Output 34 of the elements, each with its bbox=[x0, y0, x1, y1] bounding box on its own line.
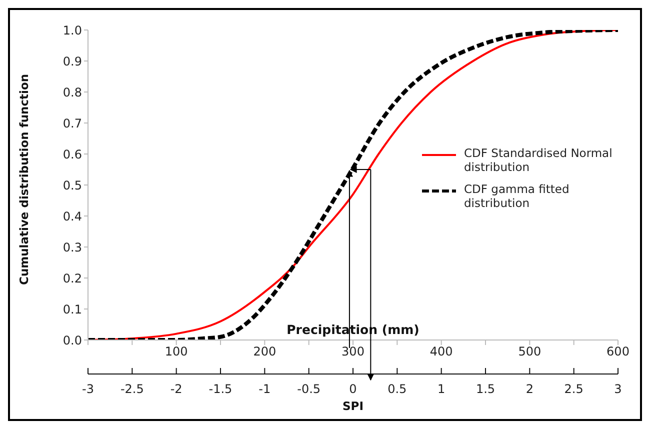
x-tick-label: 400 bbox=[430, 344, 453, 359]
y-tick-label: 0.5 bbox=[62, 178, 82, 192]
x2-tick-label: 1.5 bbox=[476, 382, 496, 396]
x2-tick-label: 2.5 bbox=[564, 382, 584, 396]
x2-tick-label: -3 bbox=[82, 382, 94, 396]
y-tick-label: 0.2 bbox=[62, 271, 82, 286]
x2-tick-label: 1 bbox=[438, 382, 446, 396]
x2-tick-label: 2 bbox=[526, 382, 534, 396]
x-tick-label: 300 bbox=[342, 344, 364, 359]
x-tick-label: 100 bbox=[164, 344, 188, 359]
y-tick-label: 0.9 bbox=[62, 54, 82, 68]
x2-tick-label: -1 bbox=[258, 382, 271, 396]
x-tick-label: 200 bbox=[253, 344, 276, 359]
y-tick-label: 0.3 bbox=[62, 240, 82, 254]
x2-axis-title: SPI bbox=[342, 399, 364, 413]
y-tick-label: 0.6 bbox=[62, 147, 82, 162]
x-tick-label: 500 bbox=[518, 344, 542, 359]
y-tick-label: 1.0 bbox=[62, 23, 82, 38]
y-axis-title: Cumulative distribution function bbox=[17, 74, 32, 285]
x2-tick-label: -2 bbox=[170, 382, 182, 396]
y-tick-label: 0.0 bbox=[62, 333, 82, 348]
x2-tick-label: 0.5 bbox=[388, 382, 407, 396]
legend-label: CDF gamma fitted distribution bbox=[464, 182, 570, 210]
x-tick-label: 600 bbox=[606, 344, 630, 359]
y-tick-label: 0.4 bbox=[62, 209, 82, 224]
y-tick-label: 0.1 bbox=[62, 302, 82, 316]
y-tick-label: 0.7 bbox=[62, 116, 82, 130]
x2-tick-label: 0 bbox=[349, 382, 357, 396]
y-tick-label: 0.8 bbox=[62, 85, 82, 100]
x2-tick-label: -0.5 bbox=[297, 382, 321, 396]
x2-tick-label: -1.5 bbox=[208, 382, 232, 396]
legend-label: CDF Standardised Normal distribution bbox=[464, 146, 614, 174]
x2-tick-label: 3 bbox=[614, 382, 622, 396]
x2-tick-label: -2.5 bbox=[120, 382, 144, 396]
